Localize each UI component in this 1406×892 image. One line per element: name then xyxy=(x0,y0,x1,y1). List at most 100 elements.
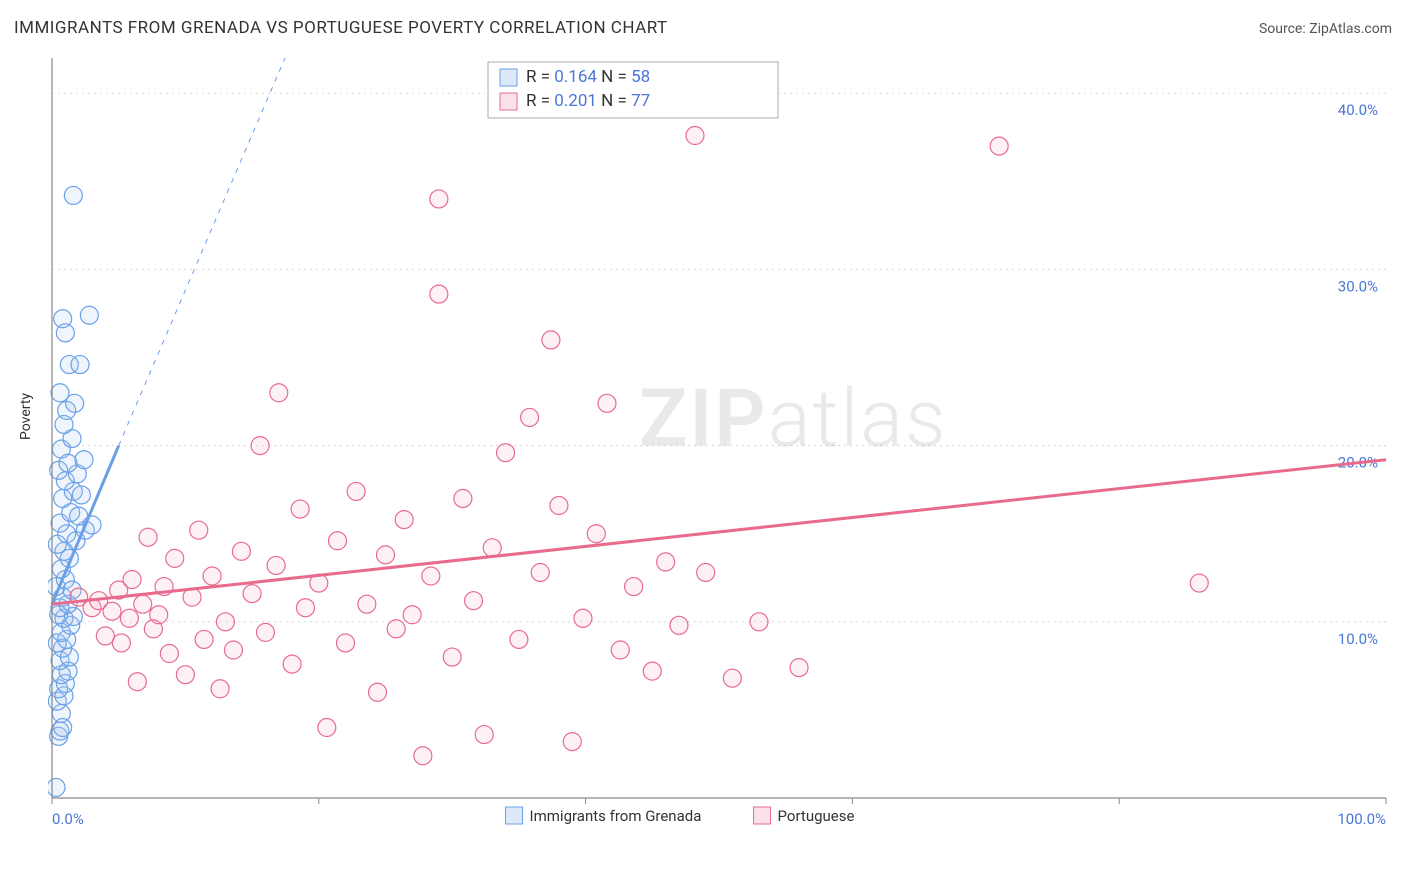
scatter-point xyxy=(270,384,288,402)
x-tick-label: 100.0% xyxy=(1337,810,1386,828)
legend-stats-row: R = 0.201 N = 77 xyxy=(526,91,650,111)
scatter-point xyxy=(454,489,472,507)
scatter-point xyxy=(377,546,395,564)
y-axis-label: Poverty xyxy=(18,393,34,440)
scatter-point xyxy=(150,606,168,624)
scatter-point xyxy=(232,542,250,560)
bottom-legend-label: Immigrants from Grenada xyxy=(530,807,702,825)
scatter-point xyxy=(358,595,376,613)
legend-stats-row: R = 0.164 N = 58 xyxy=(526,67,650,87)
scatter-point xyxy=(176,666,194,684)
scatter-point xyxy=(318,719,336,737)
scatter-point xyxy=(103,602,121,620)
scatter-point xyxy=(72,486,90,504)
scatter-point xyxy=(990,137,1008,155)
source-label: Source: xyxy=(1259,21,1309,37)
scatter-point xyxy=(443,648,461,666)
scatter-point xyxy=(723,669,741,687)
scatter-point xyxy=(75,451,93,469)
scatter-point xyxy=(574,609,592,627)
bottom-legend-swatch xyxy=(506,807,523,824)
scatter-point xyxy=(750,613,768,631)
scatter-point xyxy=(422,567,440,585)
scatter-point xyxy=(598,394,616,412)
scatter-point xyxy=(483,539,501,557)
scatter-point xyxy=(291,500,309,518)
scatter-point xyxy=(497,444,515,462)
scatter-point xyxy=(521,408,539,426)
scatter-point xyxy=(625,578,643,596)
chart-header: IMMIGRANTS FROM GRENADA VS PORTUGUESE PO… xyxy=(14,18,1392,38)
scatter-point xyxy=(211,680,229,698)
trend-line xyxy=(52,460,1386,604)
scatter-point xyxy=(657,553,675,571)
scatter-point xyxy=(96,627,114,645)
scatter-point xyxy=(48,778,65,796)
scatter-point xyxy=(224,641,242,659)
scatter-point xyxy=(414,747,432,765)
scatter-point xyxy=(1190,574,1208,592)
scatter-chart-svg: 10.0%20.0%30.0%40.0%0.0%100.0%ZIPatlasR … xyxy=(48,58,1390,828)
scatter-point xyxy=(686,127,704,145)
scatter-point xyxy=(128,673,146,691)
scatter-point xyxy=(531,563,549,581)
scatter-point xyxy=(587,525,605,543)
scatter-point xyxy=(216,613,234,631)
trend-line-extension xyxy=(119,58,346,446)
scatter-point xyxy=(71,356,89,374)
source-value: ZipAtlas.com xyxy=(1309,21,1392,37)
scatter-point xyxy=(643,662,661,680)
scatter-point xyxy=(790,659,808,677)
scatter-point xyxy=(54,310,72,328)
scatter-point xyxy=(195,630,213,648)
scatter-point xyxy=(430,285,448,303)
scatter-point xyxy=(203,567,221,585)
scatter-point xyxy=(395,511,413,529)
scatter-point xyxy=(190,521,208,539)
bottom-legend-label: Portuguese xyxy=(778,807,855,825)
scatter-point xyxy=(403,606,421,624)
scatter-point xyxy=(550,497,568,515)
scatter-point xyxy=(120,609,138,627)
scatter-point xyxy=(283,655,301,673)
legend-swatch xyxy=(500,93,517,110)
scatter-point xyxy=(336,634,354,652)
watermark: ZIPatlas xyxy=(639,372,948,466)
scatter-point xyxy=(697,563,715,581)
scatter-point xyxy=(670,616,688,634)
bottom-legend-swatch xyxy=(754,807,771,824)
scatter-point xyxy=(51,384,69,402)
scatter-point xyxy=(387,620,405,638)
scatter-point xyxy=(251,437,269,455)
scatter-point xyxy=(296,599,314,617)
scatter-point xyxy=(328,532,346,550)
scatter-point xyxy=(267,556,285,574)
y-tick-label: 10.0% xyxy=(1338,630,1378,648)
scatter-point xyxy=(510,630,528,648)
scatter-point xyxy=(347,482,365,500)
x-tick-label: 0.0% xyxy=(52,810,84,828)
chart-source: Source: ZipAtlas.com xyxy=(1259,21,1392,37)
scatter-point xyxy=(542,331,560,349)
scatter-point xyxy=(134,595,152,613)
legend-swatch xyxy=(500,69,517,86)
scatter-point xyxy=(465,592,483,610)
scatter-point xyxy=(611,641,629,659)
y-tick-label: 40.0% xyxy=(1338,101,1378,119)
chart-title: IMMIGRANTS FROM GRENADA VS PORTUGUESE PO… xyxy=(14,18,668,38)
scatter-point xyxy=(80,306,98,324)
scatter-point xyxy=(166,549,184,567)
scatter-point xyxy=(139,528,157,546)
scatter-point xyxy=(160,645,178,663)
scatter-point xyxy=(123,571,141,589)
chart-plot-area: 10.0%20.0%30.0%40.0%0.0%100.0%ZIPatlasR … xyxy=(48,58,1390,828)
scatter-point xyxy=(368,683,386,701)
scatter-point xyxy=(256,623,274,641)
scatter-point xyxy=(112,634,130,652)
scatter-point xyxy=(475,726,493,744)
scatter-point xyxy=(563,733,581,751)
scatter-point xyxy=(243,585,261,603)
scatter-point xyxy=(430,190,448,208)
y-tick-label: 30.0% xyxy=(1338,277,1378,295)
scatter-point xyxy=(64,186,82,204)
